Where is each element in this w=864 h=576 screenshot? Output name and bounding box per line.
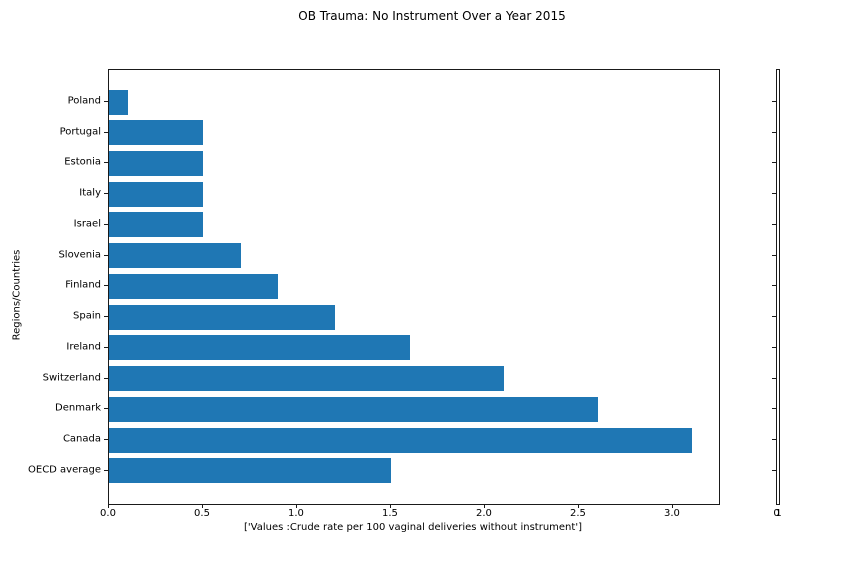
secondary-x-tick-label: 1	[775, 508, 782, 519]
secondary-y-tick-mark	[772, 469, 776, 471]
secondary-y-tick-mark	[772, 101, 776, 102]
chart-title: OB Trauma: No Instrument Over a Year 201…	[298, 9, 566, 23]
bar-ireland	[109, 335, 410, 361]
y-tick-mark	[104, 131, 108, 133]
y-axis-label: Regions/Countries	[11, 249, 23, 341]
y-tick-label: OECD average	[28, 464, 101, 476]
secondary-x-tick-label: 0	[773, 508, 780, 519]
y-tick-label: Poland	[67, 95, 101, 107]
secondary-y-tick-mark	[772, 377, 776, 379]
secondary-axis	[776, 69, 780, 505]
y-tick-label: Denmark	[55, 402, 101, 414]
bar-switzerland	[109, 366, 504, 392]
secondary-y-tick-mark	[772, 162, 776, 164]
x-tick-label: 0.5	[194, 508, 210, 519]
y-tick-label: Israel	[73, 218, 101, 230]
bar-denmark	[109, 396, 598, 422]
y-tick-label: Slovenia	[58, 249, 101, 261]
y-tick-label: Canada	[62, 433, 101, 445]
x-tick-label: 2.0	[476, 508, 492, 519]
y-tick-mark	[104, 285, 108, 287]
y-tick-label: Ireland	[66, 341, 101, 353]
bar-portugal	[109, 120, 203, 146]
y-tick-mark	[104, 469, 108, 471]
y-tick-mark	[104, 162, 108, 164]
bar-oecd-average	[109, 458, 391, 484]
bar-italy	[109, 181, 203, 207]
bar-estonia	[109, 150, 203, 176]
y-tick-label: Finland	[65, 279, 101, 291]
y-tick-mark	[104, 193, 108, 195]
secondary-y-tick-mark	[772, 346, 776, 348]
x-tick-label: 0.0	[100, 508, 116, 519]
y-tick-mark	[104, 377, 108, 379]
y-tick-label: Spain	[73, 310, 101, 322]
secondary-y-tick-mark	[772, 316, 776, 318]
secondary-y-tick-mark	[772, 131, 776, 133]
secondary-y-tick-mark	[772, 408, 776, 410]
x-axis-label: ['Values :Crude rate per 100 vaginal del…	[244, 522, 582, 533]
bar-spain	[109, 304, 335, 330]
secondary-y-tick-mark	[772, 193, 776, 195]
y-tick-mark	[104, 223, 108, 225]
x-tick-mark	[389, 504, 391, 508]
bar-israel	[109, 212, 203, 238]
secondary-y-tick-mark	[772, 439, 776, 441]
bar-slovenia	[109, 243, 241, 269]
x-tick-mark	[108, 504, 109, 508]
bar-canada	[109, 427, 692, 453]
y-tick-mark	[104, 316, 108, 318]
y-tick-label: Portugal	[59, 126, 101, 138]
x-tick-label: 1.0	[288, 508, 304, 519]
plot-area	[108, 69, 720, 505]
y-tick-mark	[104, 439, 108, 441]
y-tick-label: Estonia	[64, 156, 101, 168]
secondary-y-tick-mark	[772, 285, 776, 287]
y-tick-label: Switzerland	[42, 372, 101, 384]
secondary-y-tick-mark	[772, 223, 776, 225]
x-tick-mark	[577, 504, 579, 508]
y-tick-mark	[104, 254, 108, 256]
x-tick-label: 2.5	[570, 508, 586, 519]
bar-finland	[109, 273, 279, 299]
bar-poland	[109, 89, 128, 115]
y-tick-mark	[104, 346, 108, 348]
secondary-y-tick-mark	[772, 254, 776, 256]
y-tick-mark	[104, 101, 108, 102]
y-tick-mark	[104, 408, 108, 410]
x-tick-label: 1.5	[382, 508, 398, 519]
y-tick-label: Italy	[79, 187, 101, 199]
x-tick-mark	[295, 504, 297, 508]
x-tick-mark	[201, 504, 203, 508]
x-tick-mark	[483, 504, 485, 508]
x-tick-label: 3.0	[663, 508, 680, 519]
x-tick-mark	[671, 504, 673, 508]
